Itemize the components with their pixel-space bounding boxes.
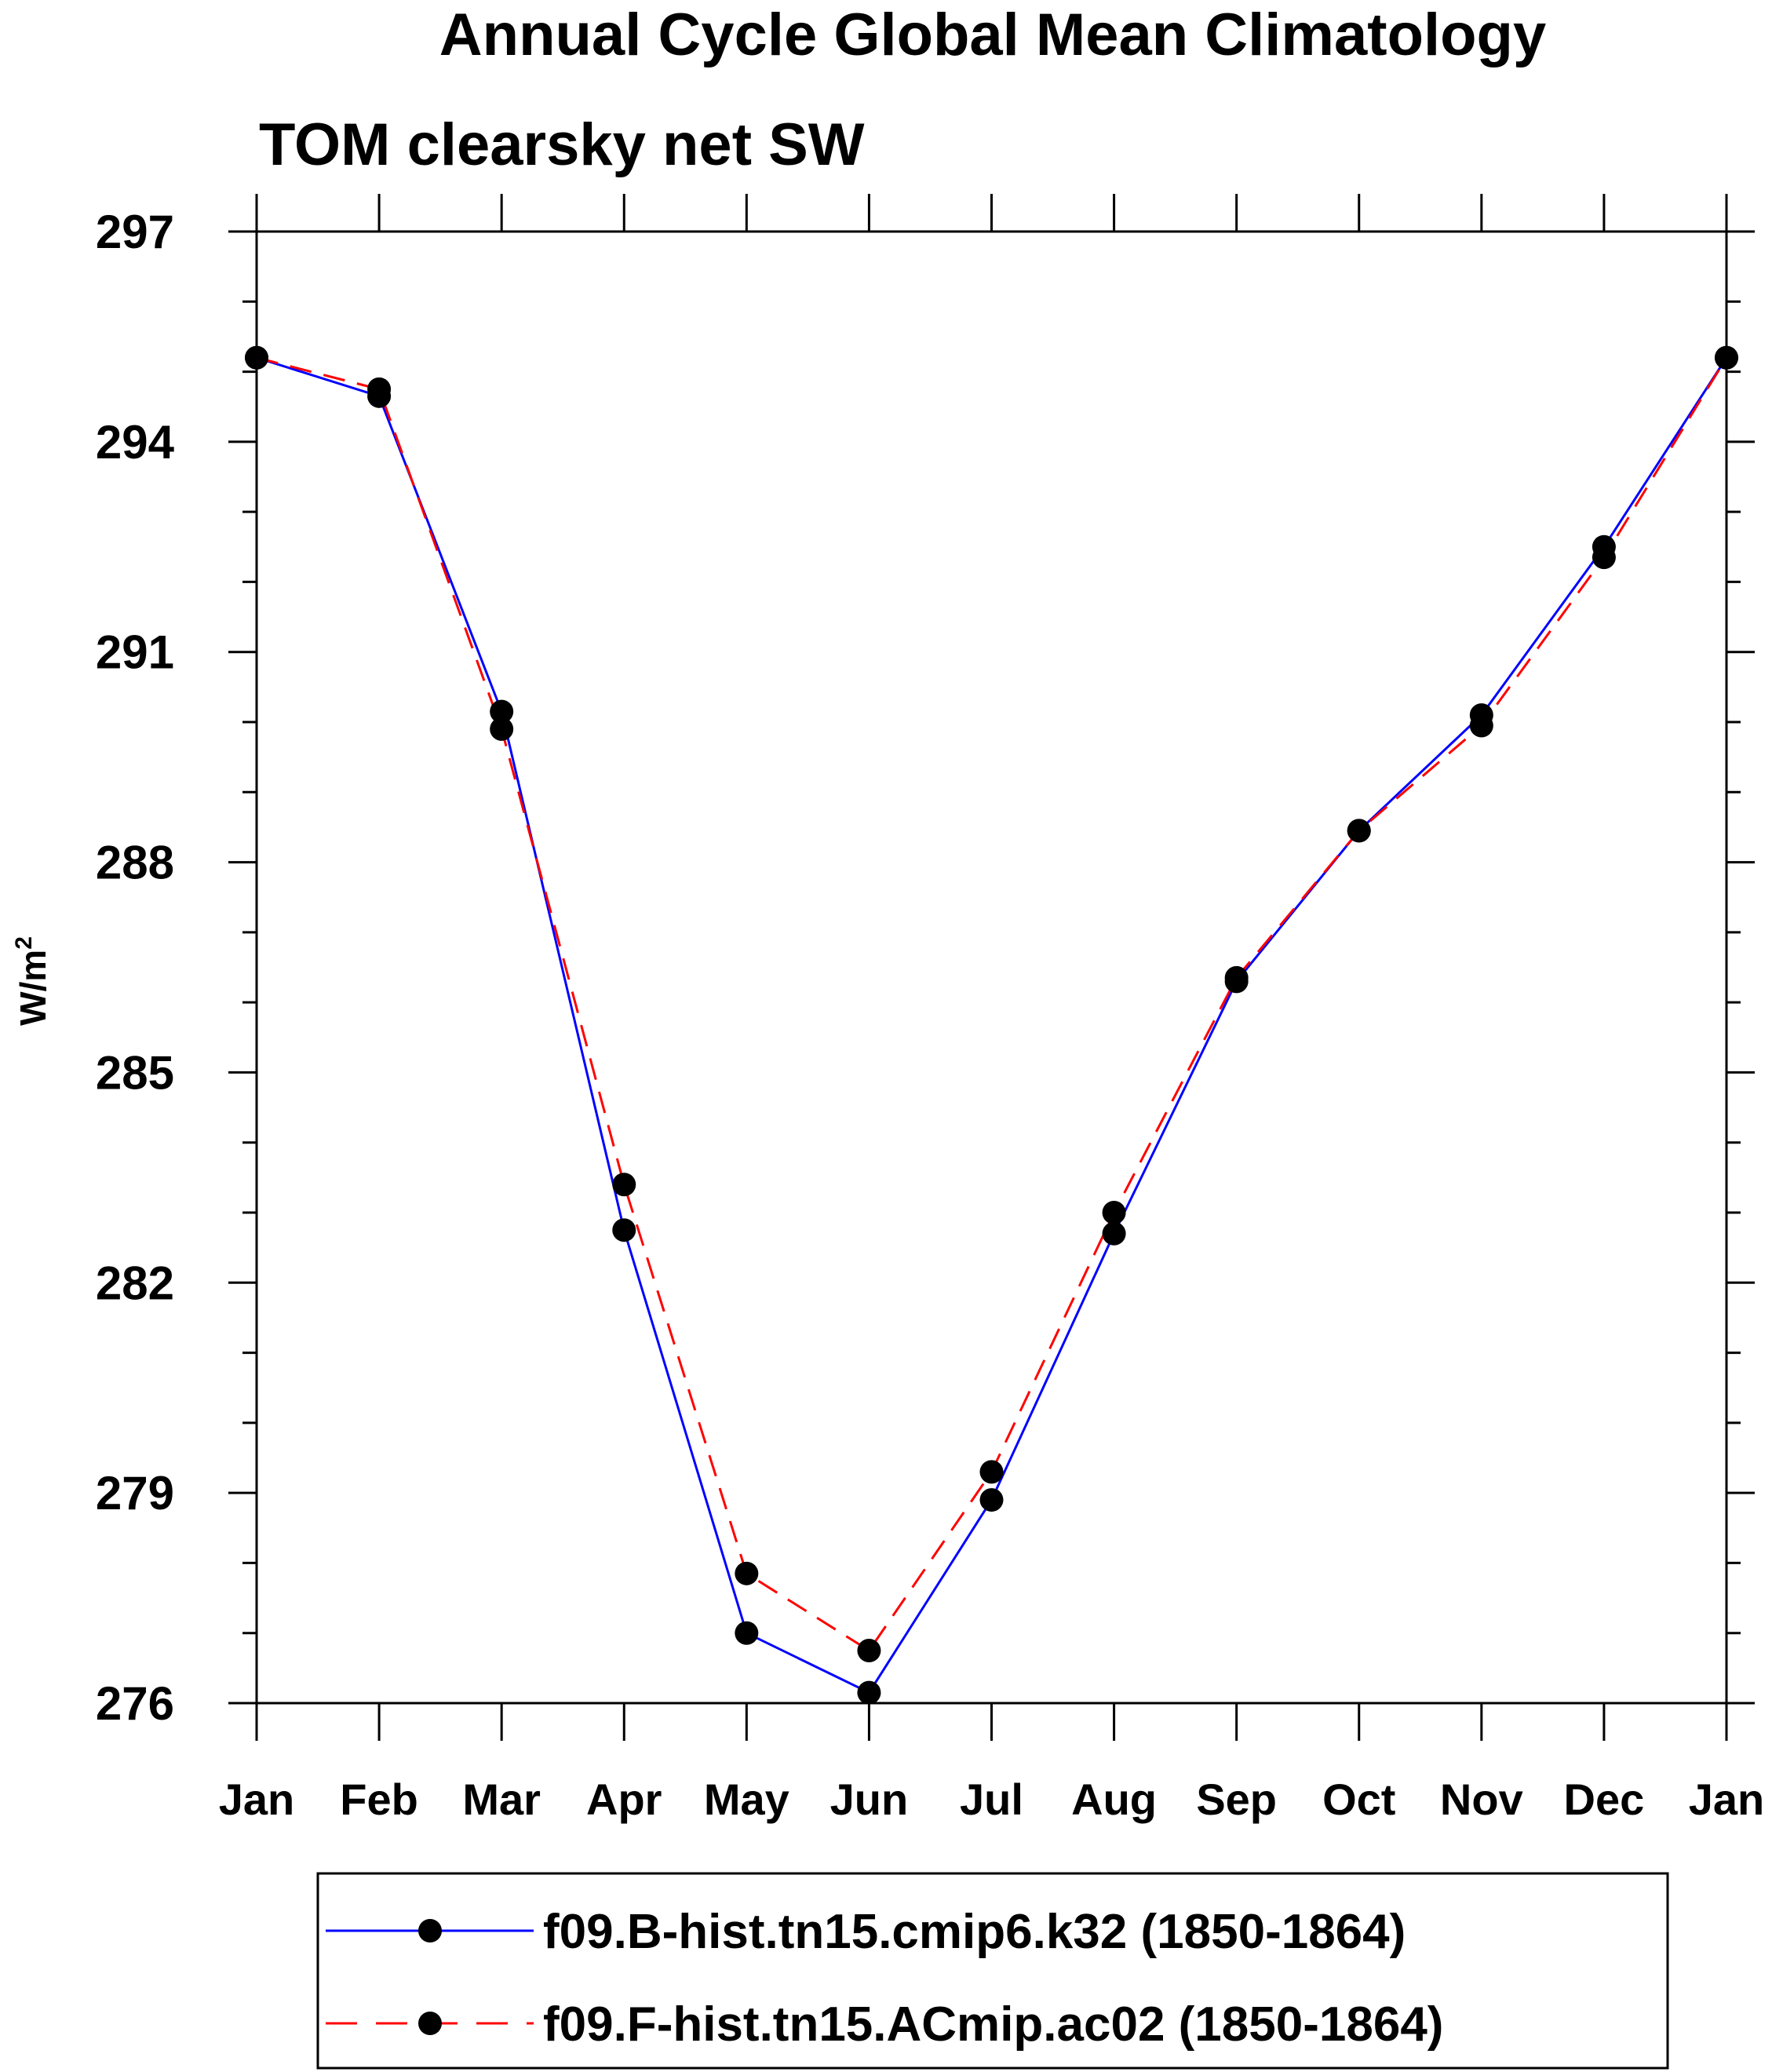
x-tick-label: Apr	[586, 1775, 662, 1824]
data-point-series-2	[979, 1460, 1004, 1484]
y-tick-label: 279	[96, 1467, 174, 1519]
series-line-2	[256, 356, 1728, 1653]
chart-subtitle: TOM clearsky net SW	[259, 111, 865, 178]
x-tick-label: Feb	[340, 1775, 418, 1824]
y-axis-label: W/m2	[11, 936, 53, 1026]
y-tick-label: 282	[96, 1257, 174, 1309]
legend-marker-2	[418, 2012, 442, 2035]
y-tick-label: 285	[96, 1046, 174, 1099]
y-tick-label: 297	[96, 206, 174, 258]
data-point-series-1	[735, 1621, 759, 1645]
data-point-series-2	[735, 1561, 759, 1585]
data-point-series-1	[857, 1680, 881, 1705]
y-axis-label-main: W/m	[13, 950, 53, 1026]
y-tick-label: 288	[96, 837, 174, 889]
data-point-series-2	[1347, 819, 1371, 843]
data-point-series-2	[1102, 1201, 1126, 1224]
y-axis-label-superscript: 2	[11, 936, 37, 950]
x-ticks: Jan Feb Mar Apr May Jun Jul Aug Sep Oct Nov Dec Jan	[219, 194, 1765, 1824]
data-point-series-2	[1224, 965, 1249, 990]
data-point-series-2	[1715, 345, 1738, 370]
legend-label-2: f09.F-hist.tn15.ACmip.ac02 (1850-1864)	[543, 1997, 1443, 2052]
chart-title: Annual Cycle Global Mean Climatology	[439, 2, 1546, 68]
data-point-series-2	[1469, 713, 1493, 738]
data-point-series-2	[367, 377, 392, 401]
x-tick-label: Oct	[1322, 1775, 1395, 1824]
y-ticks: 276 279 282 285 288 291 294 297	[96, 206, 1755, 1730]
data-point-series-1	[490, 699, 514, 724]
data-point-series-1	[979, 1488, 1004, 1512]
data-point-series-2	[490, 717, 514, 741]
legend-marker-1	[418, 1919, 442, 1942]
x-tick-label: Dec	[1564, 1775, 1645, 1824]
x-tick-label: Jan	[219, 1775, 295, 1824]
x-tick-label: Jul	[960, 1775, 1023, 1824]
x-tick-label: Jan	[1689, 1775, 1765, 1824]
series-points	[245, 345, 1738, 1705]
x-tick-label: Aug	[1071, 1775, 1157, 1824]
x-tick-label: May	[704, 1775, 789, 1824]
x-tick-label: Sep	[1196, 1775, 1277, 1824]
data-point-series-1	[612, 1218, 636, 1242]
data-point-series-1	[1102, 1221, 1126, 1246]
x-tick-label: Jun	[830, 1775, 909, 1824]
legend-label-1: f09.B-hist.tn15.cmip6.k32 (1850-1864)	[543, 1905, 1406, 1959]
y-tick-label: 291	[96, 626, 174, 679]
data-point-series-2	[245, 345, 268, 370]
data-point-series-2	[1592, 545, 1616, 570]
data-point-series-2	[612, 1173, 636, 1197]
y-tick-label: 276	[96, 1677, 174, 1730]
y-tick-label: 294	[96, 416, 175, 469]
x-tick-label: Mar	[462, 1775, 541, 1824]
legend-box	[316, 1872, 1669, 2070]
x-tick-label: Nov	[1440, 1775, 1523, 1824]
legend: f09.B-hist.tn15.cmip6.k32 (1850-1864) f09…	[326, 1905, 1443, 2052]
data-point-series-2	[857, 1639, 881, 1663]
